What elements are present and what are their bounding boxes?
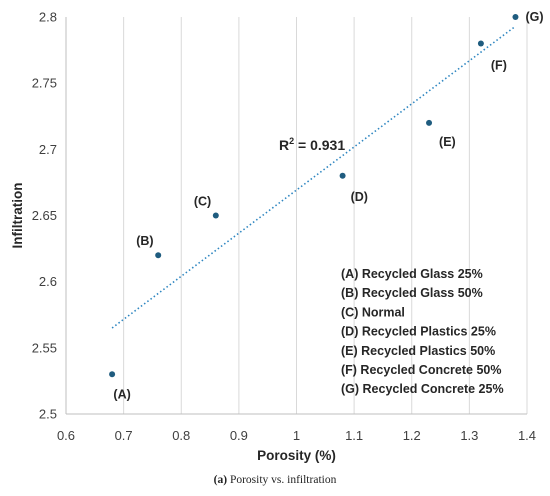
y-axis-title: Infiltration bbox=[10, 183, 25, 249]
x-tick-label: 0.9 bbox=[230, 428, 248, 443]
x-tick-label: 1.2 bbox=[403, 428, 421, 443]
y-tick-label: 2.55 bbox=[32, 340, 57, 355]
axes bbox=[65, 17, 527, 415]
legend-entry: (D) Recycled Plastics 25% bbox=[341, 325, 496, 339]
legend-entry: (G) Recycled Concrete 25% bbox=[341, 382, 504, 396]
grid-lines bbox=[65, 17, 528, 414]
y-tick-label: 2.6 bbox=[39, 274, 57, 289]
scatter-chart: 0.6 0.7 0.8 0.9 1 1.1 1.2 1.3 1.4 2.5 2.55 2.6 2.65 2… bbox=[10, 10, 544, 464]
data-point bbox=[426, 119, 433, 126]
legend: (A) Recycled Glass 25% (B) Recycled Glass… bbox=[341, 267, 504, 396]
data-point bbox=[339, 172, 346, 179]
caption-prefix: (a) bbox=[213, 474, 228, 486]
legend-entry: (C) Normal bbox=[341, 305, 405, 319]
x-tick-label: 1.3 bbox=[460, 428, 478, 443]
trendline bbox=[111, 25, 516, 329]
point-labels: (A) (B) (C) (D) (E) (F) (G) bbox=[113, 10, 543, 401]
x-tick-label: 1.4 bbox=[518, 428, 536, 443]
y-tick-label: 2.75 bbox=[32, 76, 57, 91]
point-label: (D) bbox=[351, 190, 368, 204]
data-point bbox=[512, 14, 519, 20]
r-squared-label: R2 = 0.931 bbox=[279, 136, 345, 153]
data-point bbox=[155, 252, 162, 259]
tick-labels: 0.6 0.7 0.8 0.9 1 1.1 1.2 1.3 1.4 2.5 2.55 2.6 2.65 2… bbox=[32, 10, 536, 444]
x-tick-label: 0.6 bbox=[57, 428, 75, 443]
point-label: (E) bbox=[439, 135, 456, 149]
y-tick-label: 2.8 bbox=[39, 10, 57, 25]
y-tick-label: 2.7 bbox=[39, 142, 57, 157]
legend-entry: (E) Recycled Plastics 50% bbox=[341, 344, 495, 358]
caption-text: Porosity vs. infiltration bbox=[227, 474, 337, 486]
data-points bbox=[109, 14, 519, 378]
y-tick-label: 2.65 bbox=[32, 208, 57, 223]
data-point bbox=[109, 371, 116, 378]
x-tick-label: 1 bbox=[293, 428, 300, 443]
legend-entry: (B) Recycled Glass 50% bbox=[341, 286, 483, 300]
point-label: (B) bbox=[136, 234, 153, 248]
x-tick-label: 1.1 bbox=[345, 428, 363, 443]
figure-caption: (a) Porosity vs. infiltration bbox=[0, 474, 550, 486]
x-tick-label: 0.8 bbox=[172, 428, 190, 443]
point-label: (C) bbox=[194, 195, 211, 209]
data-point bbox=[477, 40, 484, 47]
x-axis-title: Porosity (%) bbox=[257, 448, 336, 463]
point-label: (A) bbox=[113, 387, 130, 401]
data-point bbox=[212, 212, 219, 219]
legend-entry: (F) Recycled Concrete 50% bbox=[341, 363, 501, 377]
point-label: (F) bbox=[491, 58, 507, 72]
legend-entry: (A) Recycled Glass 25% bbox=[341, 267, 483, 281]
point-label: (G) bbox=[525, 10, 543, 24]
x-tick-label: 0.7 bbox=[115, 428, 133, 443]
y-tick-label: 2.5 bbox=[39, 407, 57, 422]
